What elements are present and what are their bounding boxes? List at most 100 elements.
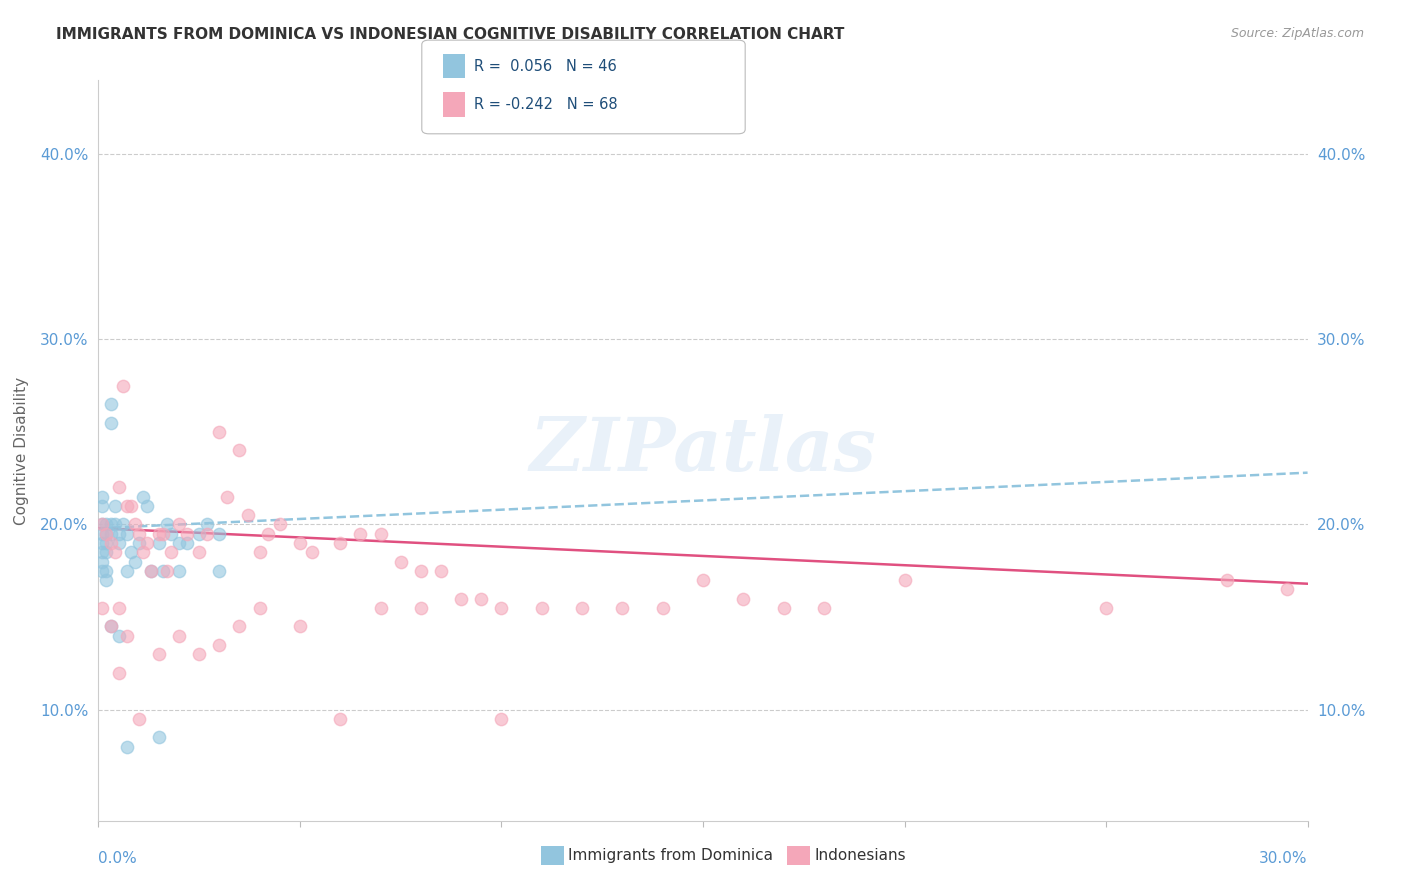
Point (100, 526, 122, 541)
Point (96, 536, 118, 550)
Point (107, 628, 129, 642)
Point (139, 564, 162, 578)
Point (329, 536, 352, 550)
Text: 0.0%: 0.0% (98, 851, 138, 866)
Point (612, 600, 634, 615)
Point (217, 490, 239, 504)
Point (208, 564, 231, 578)
Point (111, 378, 134, 392)
Point (256, 526, 278, 541)
Point (107, 480, 129, 494)
Point (167, 564, 190, 578)
Point (370, 526, 392, 541)
Point (893, 573, 915, 587)
Point (249, 600, 271, 615)
Point (152, 526, 174, 541)
Point (692, 573, 714, 587)
Point (91, 526, 114, 541)
Point (91, 499, 114, 513)
Y-axis label: Cognitive Disability: Cognitive Disability (14, 376, 30, 524)
Point (249, 545, 271, 559)
Point (195, 517, 218, 532)
Point (128, 712, 150, 726)
Point (96, 573, 118, 587)
Point (100, 397, 122, 411)
Point (96, 545, 118, 559)
Point (132, 490, 155, 504)
Point (115, 526, 138, 541)
Point (269, 517, 291, 532)
Point (329, 712, 352, 726)
Point (409, 600, 432, 615)
Point (160, 526, 183, 541)
Point (115, 564, 138, 578)
Point (135, 536, 157, 550)
Point (176, 526, 198, 541)
Point (135, 499, 157, 513)
Point (409, 564, 432, 578)
Point (96, 526, 118, 541)
Point (100, 619, 122, 633)
Point (100, 619, 122, 633)
Text: IMMIGRANTS FROM DOMINICA VS INDONESIAN COGNITIVE DISABILITY CORRELATION CHART: IMMIGRANTS FROM DOMINICA VS INDONESIAN C… (56, 27, 845, 42)
Point (152, 564, 174, 578)
Point (288, 619, 311, 633)
Point (115, 739, 138, 754)
Point (96, 517, 118, 532)
Text: R = -0.242   N = 68: R = -0.242 N = 68 (474, 96, 617, 112)
Point (188, 526, 211, 541)
Point (148, 536, 170, 550)
Point (389, 555, 412, 569)
Text: 30.0%: 30.0% (1260, 851, 1308, 866)
Point (107, 536, 129, 550)
Point (370, 600, 392, 615)
Point (124, 555, 146, 569)
Point (208, 425, 231, 439)
Point (103, 499, 125, 513)
Point (120, 499, 142, 513)
Point (195, 526, 218, 541)
Point (111, 517, 134, 532)
Point (228, 443, 250, 458)
Point (208, 638, 231, 652)
Point (160, 545, 183, 559)
Point (124, 517, 146, 532)
Point (236, 508, 259, 523)
Point (91, 600, 114, 615)
Point (1216, 573, 1239, 587)
Point (491, 712, 513, 726)
Point (96, 526, 118, 541)
Point (813, 600, 835, 615)
Point (301, 545, 323, 559)
Point (228, 619, 250, 633)
Point (100, 517, 122, 532)
Text: ZIPatlas: ZIPatlas (530, 414, 876, 487)
Point (107, 665, 129, 680)
Point (91, 564, 114, 578)
Point (733, 591, 755, 606)
Point (167, 628, 190, 642)
Point (288, 536, 311, 550)
Point (450, 591, 472, 606)
Point (148, 731, 170, 745)
Point (91, 490, 114, 504)
Point (167, 517, 190, 532)
Point (107, 526, 129, 541)
Point (156, 517, 179, 532)
Point (91, 536, 114, 550)
Text: Indonesians: Indonesians (814, 848, 905, 863)
Text: Immigrants from Dominica: Immigrants from Dominica (568, 848, 773, 863)
Point (571, 600, 593, 615)
Point (103, 545, 125, 559)
Point (1095, 600, 1118, 615)
Point (91, 517, 114, 532)
Point (530, 600, 553, 615)
Point (651, 600, 673, 615)
Point (107, 600, 129, 615)
Point (132, 545, 155, 559)
Point (156, 564, 179, 578)
Point (148, 526, 170, 541)
Point (100, 536, 122, 550)
Point (188, 647, 211, 661)
Point (491, 600, 513, 615)
